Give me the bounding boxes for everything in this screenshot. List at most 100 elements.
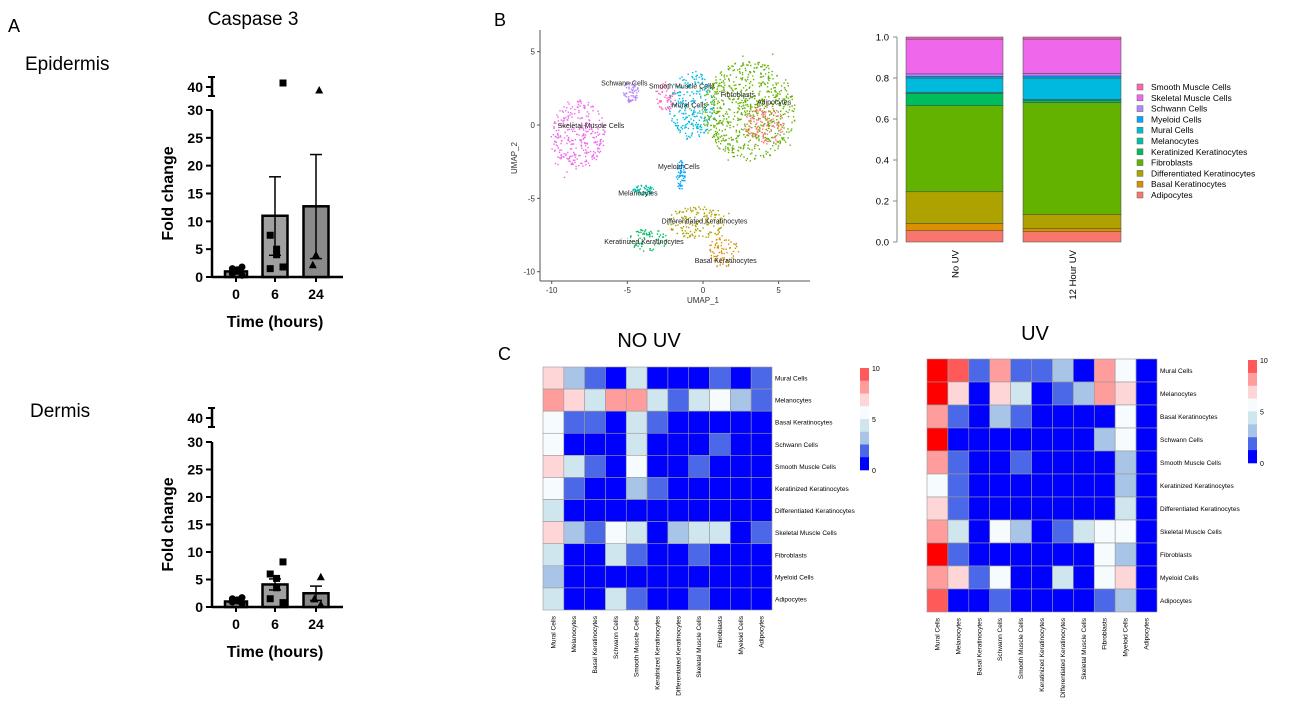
- heatmap-cell: [1114, 588, 1137, 613]
- heatmap-cell: [667, 565, 690, 589]
- umap-cluster-label: Schwann Cells: [601, 80, 648, 87]
- heatmap-cell: [730, 543, 752, 567]
- heatmap-col-label: Keratinized Keratinocytes: [1039, 617, 1046, 691]
- color-scale-step: [1248, 424, 1257, 438]
- y-axis-title: UMAP_2: [510, 141, 519, 174]
- x-tick-label: 6: [271, 286, 279, 302]
- heatmap-col-label: Keratinized Keratinocytes: [655, 615, 662, 689]
- legend-label: Smooth Muscle Cells: [1151, 82, 1231, 92]
- legend-swatch: [1136, 126, 1144, 134]
- heatmap-cell: [926, 588, 949, 613]
- heatmap-cell: [688, 388, 710, 412]
- heatmap-cell: [646, 587, 669, 611]
- umap-points: [668, 70, 716, 140]
- heatmap-cell: [1135, 450, 1158, 475]
- y-axis-title: Fold change: [160, 146, 177, 240]
- umap-cluster-label: Skeletal Muscle Cells: [558, 123, 625, 130]
- heatmap-cell: [989, 473, 1011, 498]
- heatmap-cell: [563, 587, 585, 611]
- color-scale-step: [860, 457, 869, 471]
- heatmap-cell: [605, 410, 627, 434]
- heatmap-cell: [750, 477, 773, 500]
- heatmap-cell: [667, 587, 690, 611]
- data-point-square: [266, 231, 274, 239]
- heatmap-cell: [584, 410, 606, 434]
- heatmap-cell: [709, 565, 731, 589]
- x-tick-label: 24: [308, 616, 324, 632]
- heatmap-cell: [646, 499, 669, 522]
- heatmap-uv: Mural Cells Melanocytes Basal Keratinocyte…: [926, 358, 1268, 698]
- heatmap-cell: [1010, 542, 1032, 567]
- heatmap-cell: [646, 366, 669, 390]
- y-tick-label: 0: [195, 599, 203, 615]
- heatmap-cell: [947, 588, 970, 613]
- heatmap-cell: [625, 477, 648, 500]
- heatmap-col-label: Mural Cells: [550, 615, 557, 648]
- heatmap-cell: [709, 499, 731, 522]
- heatmap-cell: [926, 565, 949, 590]
- heatmap-cell: [625, 410, 648, 434]
- heatmap-cell: [947, 565, 970, 590]
- data-point-triangle: [316, 600, 325, 608]
- heatmap-cell: [1052, 542, 1074, 567]
- y-tick-label: 5: [195, 572, 203, 588]
- heatmap-cell: [584, 565, 606, 589]
- heatmap-cell: [563, 521, 585, 545]
- heatmap-cell: [584, 587, 606, 611]
- y-tick-label: 5: [531, 48, 536, 57]
- heatmap-row-label: Keratinized Keratinocytes: [775, 486, 849, 493]
- heatmap-cell: [947, 404, 970, 429]
- heatmap-cell: [1093, 496, 1116, 521]
- heatmap-cell: [1135, 427, 1158, 452]
- heatmap-cell: [1114, 519, 1137, 544]
- color-scale-step: [860, 380, 869, 394]
- legend-label: Schwann Cells: [1151, 104, 1207, 114]
- heatmap-cell: [1031, 381, 1053, 406]
- color-scale-step: [860, 419, 869, 433]
- heatmap-cell: [1073, 404, 1095, 429]
- y-tick-label: 15: [187, 517, 203, 533]
- umap-points: [675, 160, 686, 190]
- x-tick-label: 0: [232, 616, 240, 632]
- heatmap-cell: [926, 358, 949, 383]
- panel-label-b: B: [494, 10, 506, 30]
- heatmap-title-uv: UV: [1021, 323, 1049, 345]
- heatmap-row-label: Skeletal Muscle Cells: [775, 530, 838, 537]
- heatmap-cell: [947, 496, 970, 521]
- y-tick-label: 5: [195, 241, 203, 257]
- heatmap-cell: [750, 455, 773, 478]
- umap-cluster-mural-cells: [668, 70, 716, 140]
- dermis-label: Dermis: [30, 401, 90, 422]
- heatmap-cell: [989, 381, 1011, 406]
- heatmap-col-label: Schwann Cells: [997, 617, 1004, 661]
- heatmap-cell: [730, 432, 752, 456]
- heatmap-row-label: Basal Keratinocytes: [1160, 414, 1218, 421]
- umap-cluster-adipocytes: [744, 104, 785, 146]
- heatmap-cell: [750, 543, 773, 567]
- legend-swatch: [1136, 137, 1144, 145]
- data-point-square: [266, 595, 274, 603]
- color-scale-tick-label: 5: [1260, 410, 1264, 417]
- heatmap-cell: [1031, 427, 1053, 452]
- heatmap-cell: [1135, 519, 1158, 544]
- color-scale-step: [860, 431, 869, 445]
- legend-label: Basal Keratinocytes: [1151, 179, 1226, 189]
- heatmap-row-label: Differentiated Keratinocytes: [1160, 506, 1240, 513]
- color-scale-step: [1248, 398, 1257, 412]
- heatmap-cell: [625, 565, 648, 589]
- heatmap-col-label: Fibroblasts: [1102, 617, 1109, 650]
- heatmap-cell: [947, 450, 970, 475]
- stacked-segment-adipocytes: [1022, 231, 1122, 243]
- legend-label: Keratinized Keratinocytes: [1151, 147, 1247, 157]
- heatmap-cell: [646, 477, 669, 500]
- heatmap-cell: [730, 388, 752, 412]
- legend-swatch: [1136, 94, 1144, 102]
- data-point-circle: [238, 263, 246, 271]
- umap-cluster-label: Mural Cells: [672, 102, 708, 109]
- color-scale-tick-label: 10: [872, 366, 880, 373]
- heatmap-cell: [1010, 404, 1032, 429]
- heatmap-row-label: Smooth Muscle Cells: [775, 464, 837, 471]
- heatmap-cell: [1052, 358, 1074, 383]
- heatmap-cell: [1052, 496, 1074, 521]
- heatmap-cell: [750, 521, 773, 545]
